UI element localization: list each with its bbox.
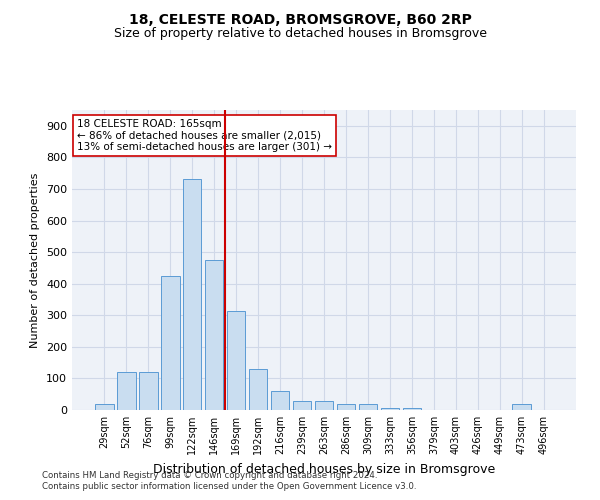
Bar xyxy=(293,400,311,410)
Text: Contains public sector information licensed under the Open Government Licence v3: Contains public sector information licen… xyxy=(42,482,416,491)
Bar xyxy=(359,404,377,410)
Bar xyxy=(117,372,136,410)
Y-axis label: Number of detached properties: Number of detached properties xyxy=(31,172,40,348)
Bar xyxy=(512,404,531,410)
X-axis label: Distribution of detached houses by size in Bromsgrove: Distribution of detached houses by size … xyxy=(153,462,495,475)
Bar xyxy=(183,180,202,410)
Text: 18 CELESTE ROAD: 165sqm
← 86% of detached houses are smaller (2,015)
13% of semi: 18 CELESTE ROAD: 165sqm ← 86% of detache… xyxy=(77,119,332,152)
Bar xyxy=(227,310,245,410)
Bar xyxy=(337,404,355,410)
Bar xyxy=(205,260,223,410)
Bar xyxy=(403,408,421,410)
Text: Contains HM Land Registry data © Crown copyright and database right 2024.: Contains HM Land Registry data © Crown c… xyxy=(42,470,377,480)
Text: 18, CELESTE ROAD, BROMSGROVE, B60 2RP: 18, CELESTE ROAD, BROMSGROVE, B60 2RP xyxy=(128,12,472,26)
Bar xyxy=(380,408,399,410)
Bar xyxy=(249,369,268,410)
Bar xyxy=(271,391,289,410)
Bar xyxy=(95,404,113,410)
Bar xyxy=(314,400,334,410)
Text: Size of property relative to detached houses in Bromsgrove: Size of property relative to detached ho… xyxy=(113,28,487,40)
Bar xyxy=(161,276,179,410)
Bar xyxy=(139,372,158,410)
